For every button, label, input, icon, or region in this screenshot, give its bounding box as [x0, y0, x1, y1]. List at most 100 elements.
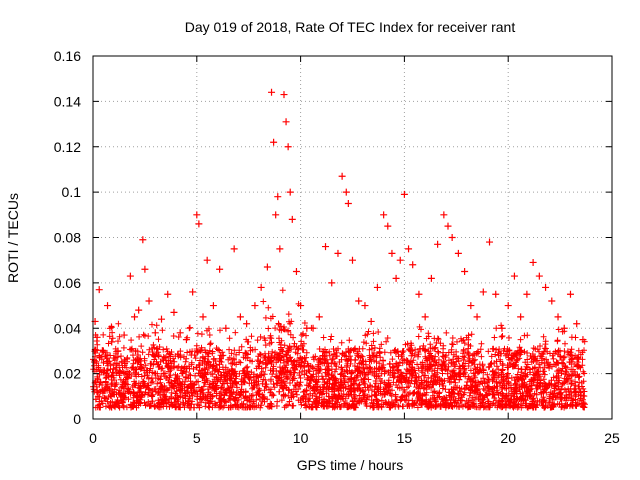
- data-point: [554, 313, 562, 321]
- data-point: [297, 302, 305, 310]
- y-tick-labels: 0 0.02 0.04 0.06 0.08 0.1 0.12 0.14 0.16: [54, 48, 81, 427]
- data-point: [542, 283, 550, 291]
- data-point: [108, 338, 116, 346]
- data-point: [421, 313, 429, 321]
- data-point: [510, 272, 518, 280]
- data-point: [579, 336, 587, 344]
- data-point: [176, 329, 184, 337]
- x-tick-labels: 0 5 10 15 20 25: [89, 430, 620, 446]
- data-point: [315, 313, 323, 321]
- data-point: [114, 347, 122, 355]
- y-tick-label: 0.06: [54, 275, 81, 291]
- plot-frame: [92, 55, 613, 420]
- data-point: [276, 245, 284, 253]
- data-point: [199, 313, 207, 321]
- y-tick-label: 0.08: [54, 230, 81, 246]
- data-point: [236, 313, 244, 321]
- y-tick-label: 0.16: [54, 48, 81, 64]
- x-axis-label: GPS time / hours: [297, 457, 404, 473]
- data-point: [193, 211, 201, 219]
- data-point: [272, 211, 280, 219]
- data-point: [282, 118, 290, 126]
- data-point: [486, 238, 494, 246]
- data-point: [135, 306, 143, 314]
- data-point: [95, 286, 103, 294]
- data-point: [303, 324, 311, 332]
- data-point: [448, 234, 456, 241]
- data-point: [535, 272, 543, 280]
- data-point: [415, 290, 423, 298]
- data-point: [334, 249, 342, 257]
- x-tick-label: 5: [193, 430, 201, 446]
- data-point: [479, 288, 487, 296]
- data-point: [288, 215, 296, 223]
- data-point: [367, 317, 375, 325]
- data-point: [361, 302, 369, 310]
- data-point: [141, 265, 149, 273]
- data-point: [409, 261, 417, 269]
- data-point: [286, 188, 294, 196]
- data-point: [270, 138, 278, 146]
- data-point: [164, 290, 172, 298]
- data-points: [91, 88, 587, 355]
- data-point: [504, 302, 512, 310]
- data-point: [126, 272, 134, 280]
- data-point: [284, 143, 292, 151]
- x-tick-label: 10: [293, 430, 309, 446]
- data-point: [440, 211, 448, 219]
- data-point: [434, 240, 442, 248]
- x-tick-label: 15: [397, 430, 413, 446]
- data-point: [99, 347, 107, 355]
- y-tick-label: 0.14: [54, 93, 81, 109]
- data-point: [454, 249, 462, 257]
- y-tick-label: 0.1: [62, 184, 82, 200]
- data-point: [139, 236, 147, 244]
- grid-lines: [93, 56, 612, 419]
- data-point: [104, 302, 112, 310]
- data-point: [467, 302, 475, 310]
- data-point: [209, 302, 217, 310]
- data-point: [349, 256, 356, 264]
- data-point: [473, 313, 481, 321]
- axis-ticks: [92, 55, 613, 420]
- x-tick-label: 20: [500, 430, 516, 446]
- data-point: [529, 258, 537, 266]
- data-point: [322, 243, 330, 251]
- x-tick-label: 0: [89, 430, 97, 446]
- y-axis-label: ROTI / TECUs: [5, 193, 21, 283]
- data-point: [392, 274, 400, 282]
- data-point: [203, 256, 211, 264]
- y-tick-label: 0.04: [54, 320, 81, 336]
- data-point: [517, 313, 525, 321]
- data-point: [151, 329, 159, 337]
- dense-scatter-texture: [90, 287, 588, 411]
- data-point: [523, 290, 531, 298]
- data-point: [344, 199, 352, 207]
- data-point: [182, 336, 190, 344]
- data-point: [384, 222, 392, 230]
- data-point: [170, 308, 178, 316]
- data-point: [461, 268, 469, 276]
- data-point: [396, 256, 404, 264]
- y-tick-label: 0.12: [54, 139, 81, 155]
- data-point: [280, 91, 288, 99]
- data-point: [145, 297, 153, 305]
- data-point: [292, 268, 300, 276]
- data-point: [355, 297, 363, 305]
- data-point: [195, 220, 203, 228]
- data-point: [492, 290, 500, 298]
- data-point: [560, 324, 568, 332]
- data-point: [230, 245, 238, 253]
- data-point: [243, 320, 251, 328]
- dense-data-cloud: [90, 287, 588, 411]
- x-tick-label: 25: [604, 430, 620, 446]
- data-point: [251, 302, 259, 310]
- data-point: [380, 211, 388, 219]
- data-point: [328, 279, 336, 287]
- data-point: [498, 324, 506, 332]
- y-tick-label: 0.02: [54, 366, 81, 382]
- data-point: [274, 193, 282, 201]
- data-point: [400, 190, 408, 198]
- data-point: [268, 88, 276, 96]
